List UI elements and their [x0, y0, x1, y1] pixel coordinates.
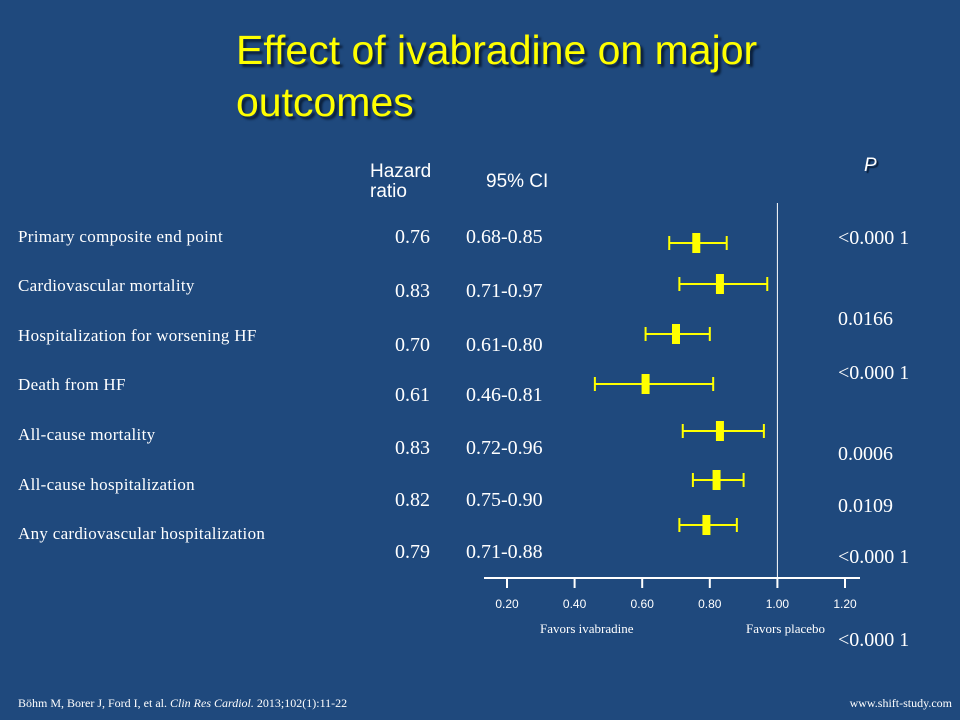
x-tick-label: 1.00 — [766, 597, 790, 611]
p-value: <0.000 1 — [838, 362, 910, 384]
hazard-ratio-value: 0.83 — [395, 280, 430, 302]
p-value-header: P — [864, 155, 877, 176]
outcome-label-hf-hospitalization: Hospitalization for worsening HF — [18, 326, 257, 345]
hazard-ratio-value: 0.70 — [395, 334, 430, 356]
ci-value: 0.61-0.80 — [466, 334, 543, 356]
hazard-ratio-value: 0.61 — [395, 384, 430, 406]
point-estimate-marker — [715, 274, 724, 294]
hazard-ratio-value: 0.82 — [395, 489, 430, 511]
favors-placebo-label: Favors placebo — [746, 621, 825, 636]
citation: Böhm M, Borer J, Ford I, et al. Clin Res… — [18, 696, 347, 711]
p-value: <0.000 1 — [838, 546, 910, 568]
ci-value: 0.71-0.97 — [466, 280, 543, 302]
outcome-label-all-cause-hospitalization: All-cause hospitalization — [18, 475, 195, 494]
ci-value: 0.75-0.90 — [466, 489, 543, 511]
reference-lines: 0.20 0.40 0.60 0.80 1.00 1.20 — [484, 203, 860, 611]
outcome-label-hf-death: Death from HF — [18, 375, 126, 394]
citation-journal: Clin Res Cardiol. — [170, 696, 254, 710]
ci-value: 0.72-0.96 — [466, 437, 543, 459]
point-estimate-marker — [712, 470, 721, 490]
outcome-label-primary: Primary composite end point — [18, 227, 223, 246]
ci-value: 0.71-0.88 — [466, 541, 543, 563]
citation-details: 2013;102(1):11-22 — [256, 696, 348, 710]
hazard-ratio-value: 0.83 — [395, 437, 430, 459]
p-value: 0.0166 — [838, 308, 893, 330]
point-estimate-marker — [641, 374, 650, 394]
point-estimate-marker — [692, 233, 701, 253]
ci-value: 0.68-0.85 — [466, 226, 543, 248]
ci-value: 0.46-0.81 — [466, 384, 543, 406]
x-tick-label: 0.40 — [563, 597, 587, 611]
citation-authors: Böhm M, Borer J, Ford I, et al. — [18, 696, 167, 710]
outcome-label-all-cause-mortality: All-cause mortality — [18, 425, 156, 444]
point-estimate-marker — [702, 515, 711, 535]
slide-title: Effect of ivabradine on major outcomes — [236, 27, 758, 125]
point-estimate-marker — [715, 421, 724, 441]
ci-header: 95% CI — [486, 171, 549, 192]
outcome-label-cv-mortality: Cardiovascular mortality — [18, 276, 195, 295]
hazard-ratio-value: 0.76 — [395, 226, 430, 248]
favors-ivabradine-label: Favors ivabradine — [540, 621, 634, 636]
x-tick-label: 0.80 — [698, 597, 722, 611]
website-url: www.shift-study.com — [849, 696, 952, 710]
forest-marks — [593, 233, 769, 535]
x-tick-label: 0.60 — [631, 597, 655, 611]
point-estimate-marker — [672, 324, 680, 344]
x-tick-label: 0.20 — [495, 597, 519, 611]
p-value: <0.000 1 — [838, 227, 910, 249]
outcome-label-cv-hospitalization: Any cardiovascular hospitalization — [18, 524, 266, 543]
p-value: 0.0109 — [838, 495, 893, 517]
p-value: 0.0006 — [838, 443, 893, 465]
p-value: <0.000 1 — [838, 629, 910, 651]
x-tick-label: 1.20 — [833, 597, 857, 611]
hazard-ratio-value: 0.79 — [395, 541, 430, 563]
hazard-ratio-header: Hazard ratio — [370, 161, 432, 202]
